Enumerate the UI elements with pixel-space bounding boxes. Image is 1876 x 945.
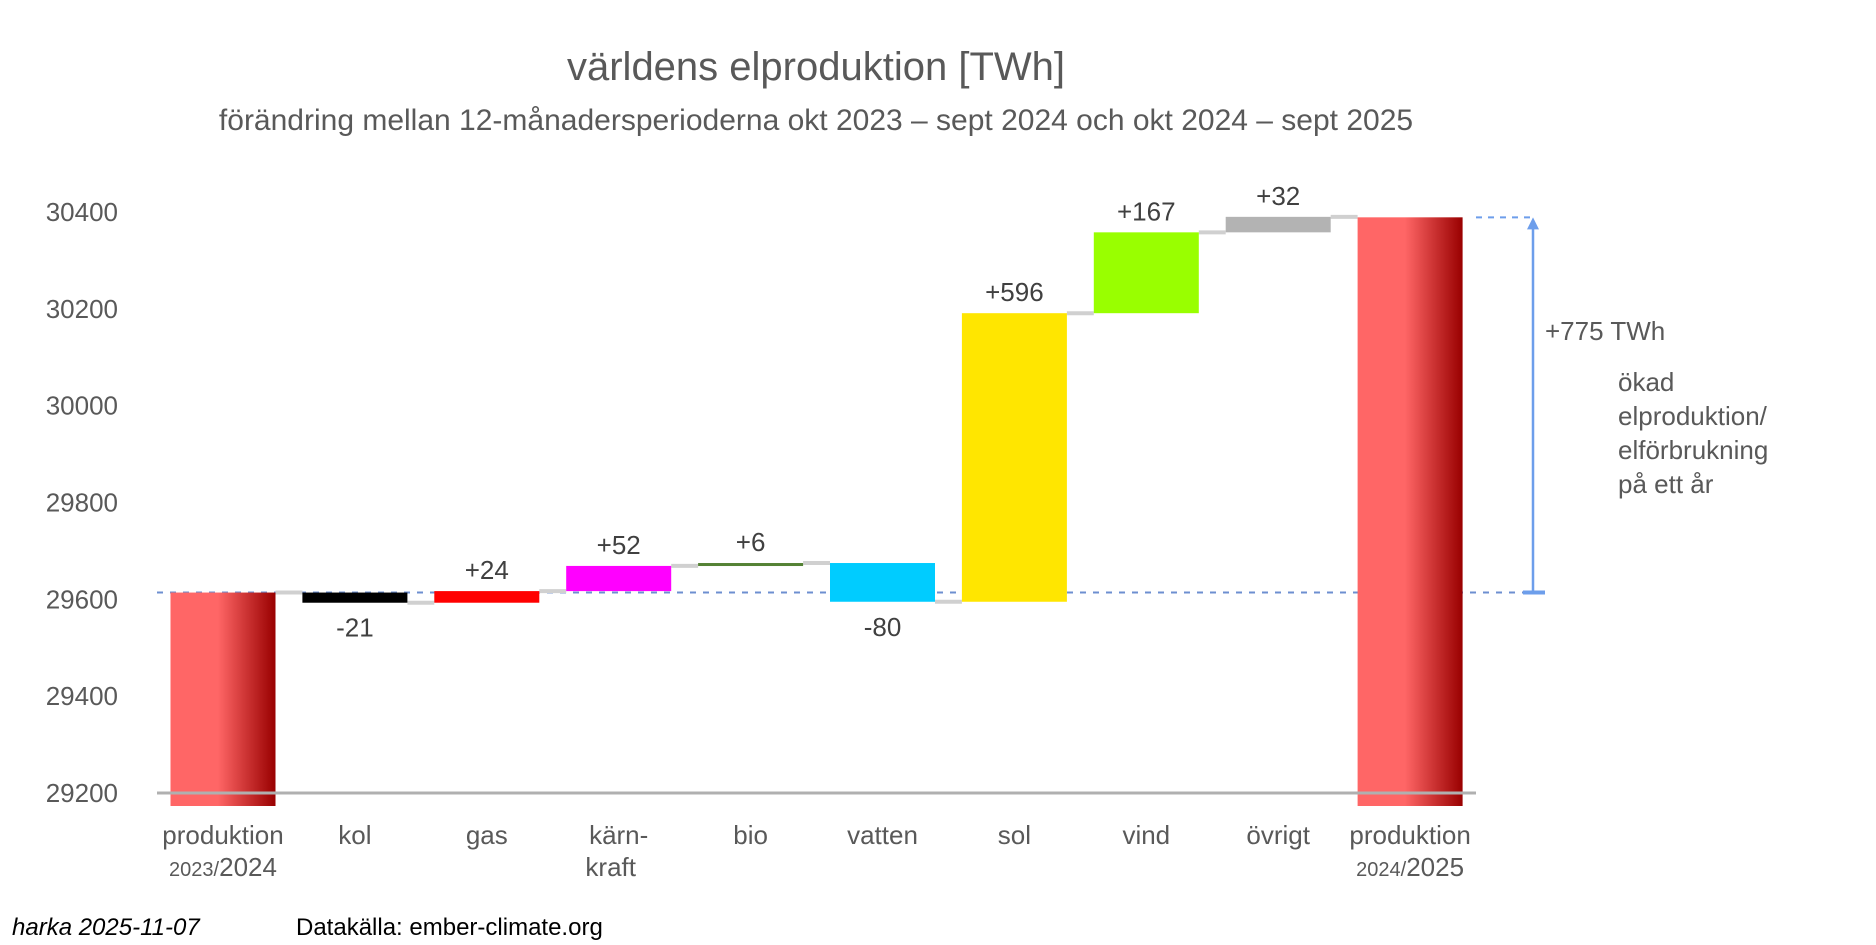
arrow-up-icon [1527,217,1539,230]
x-label-gas: gas [466,820,508,850]
chart-subtitle: förändring mellan 12-månadersperioderna … [219,104,1413,137]
data-label-gas: +24 [465,555,509,585]
data-label-vind: +167 [1117,196,1176,226]
data-label-karnkraft: +52 [597,530,641,560]
data-labels: -21 +24 +52 +6 -80 +596 +167 +32 [336,181,1300,643]
y-tick-label: 29800 [46,488,118,518]
data-label-sol: +596 [985,277,1044,307]
change-note-line: elförbrukning [1618,435,1768,465]
bar-bio [698,563,804,567]
x-label-vind: vind [1122,820,1170,850]
x-label-sol: sol [998,820,1031,850]
footer-source: Datakälla: ember-climate.org [296,914,603,941]
x-label-ovrigt: övrigt [1246,820,1310,850]
data-label-vatten: -80 [864,612,902,642]
data-label-ovrigt: +32 [1256,181,1300,211]
y-axis: 29200 29400 29600 29800 30000 30200 30400 [46,197,118,808]
x-label-bio: bio [733,820,768,850]
bar-start [170,592,276,806]
y-tick-label: 30200 [46,294,118,324]
y-tick-label: 29400 [46,681,118,711]
x-label-start: produktion [162,820,283,850]
bar-vind [1093,232,1199,314]
bar-end [1357,217,1463,807]
bars [170,216,1463,807]
y-tick-label: 29200 [46,778,118,808]
chart-title: världens elproduktion [TWh] [567,45,1065,89]
bar-kol [302,592,408,603]
x-sublabel-end: 2024/2025 [1356,852,1464,882]
bar-ovrigt [1225,216,1331,233]
change-label: +775 TWh [1545,316,1665,346]
x-label-end: produktion [1349,820,1470,850]
connectors [275,214,1358,605]
y-tick-label: 30000 [46,391,118,421]
bar-vatten [830,563,935,602]
data-label-kol: -21 [336,613,374,643]
x-sublabel-start: 2023/2024 [169,852,277,882]
total-change-annotation: +775 TWh ökad elproduktion/elförbrukning på… [1476,216,1768,595]
y-tick-label: 30400 [46,197,118,227]
x-label-vatten: vatten [847,820,918,850]
change-note-line: elproduktion/ [1618,401,1768,431]
x-label-kol: kol [338,820,371,850]
data-label-bio: +6 [736,527,766,557]
x-label2-karnkraft: kraft [585,852,636,882]
bar-sol [961,313,1067,602]
x-label-karnkraft: kärn- [589,820,648,850]
change-note-line: på ett år [1618,469,1714,499]
y-tick-label: 29600 [46,584,118,614]
bar-karnkraft [566,565,672,592]
change-note-line: ökad [1618,367,1674,397]
footer-author: harka 2025-11-07 [12,914,201,941]
bar-gas [434,591,540,603]
